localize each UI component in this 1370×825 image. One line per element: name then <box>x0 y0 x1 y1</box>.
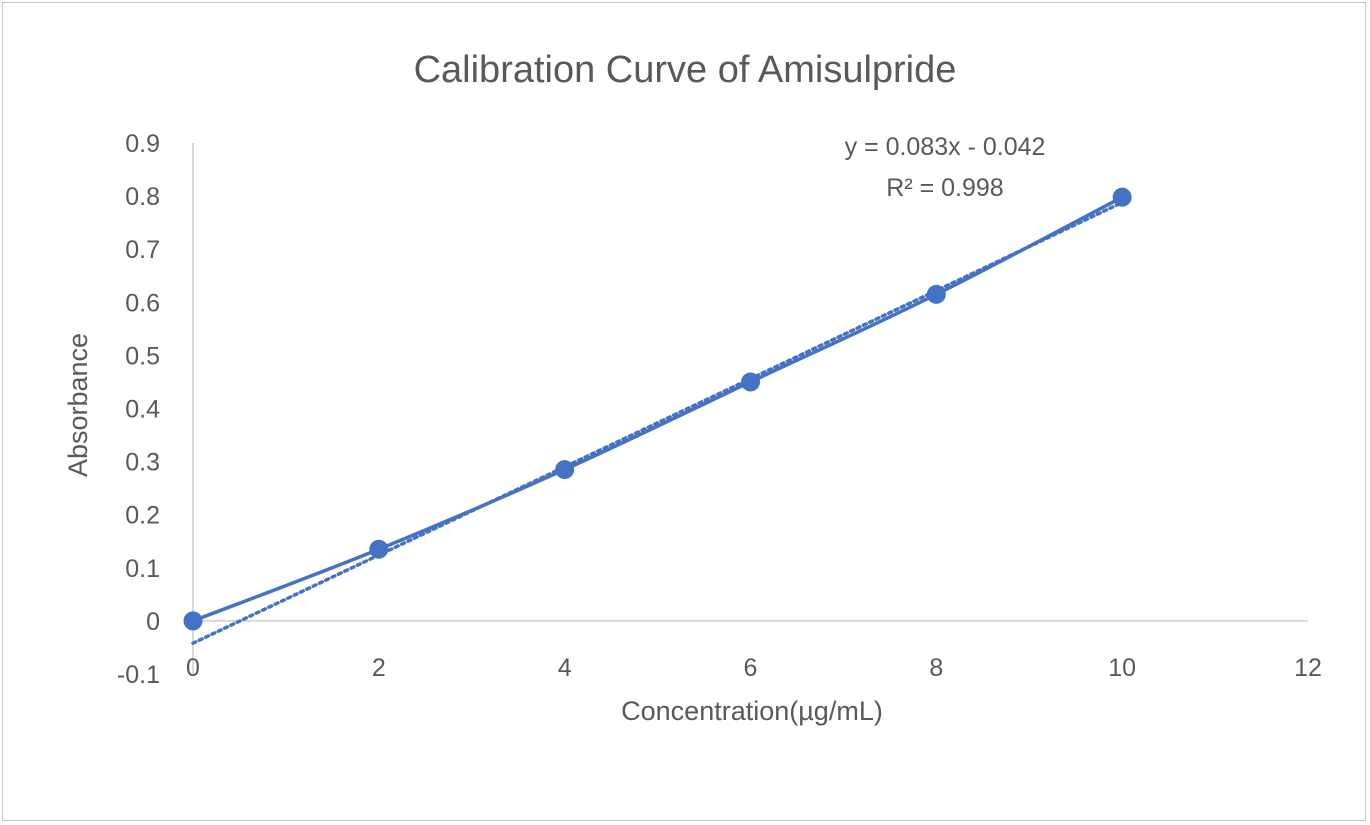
y-tick-label: 0.8 <box>125 183 160 211</box>
x-tick-label: 2 <box>372 654 386 682</box>
data-point <box>555 460 575 480</box>
y-tick-label: 0.7 <box>125 236 160 264</box>
data-series <box>183 187 1132 631</box>
data-point <box>926 284 946 304</box>
series-line <box>192 195 1123 623</box>
y-axis-title: Absorbance <box>63 333 93 477</box>
trendline-r-squared: R² = 0.998 <box>886 174 1003 202</box>
x-tick-label: 0 <box>186 654 200 682</box>
data-point <box>369 539 389 559</box>
x-tick-label: 8 <box>929 654 943 682</box>
x-tick-label: 4 <box>558 654 572 682</box>
axes: -0.1 0 0.1 0.2 0.3 0.4 0.5 0.6 0.7 0.8 0.9 0 2 4 6 8 10 1… <box>117 130 1322 689</box>
x-axis-title: Concentration(µg/mL) <box>621 696 883 726</box>
y-tick-label: 0.3 <box>125 449 160 477</box>
x-tick-label: 6 <box>744 654 758 682</box>
x-tick-label: 10 <box>1108 654 1136 682</box>
trendline <box>191 200 1124 645</box>
x-tick-label: 12 <box>1294 654 1322 682</box>
y-tick-label: 0.1 <box>125 555 160 583</box>
y-tick-label: 0.2 <box>125 502 160 530</box>
y-tick-label: 0.5 <box>125 342 160 370</box>
y-tick-label: 0.9 <box>125 130 160 158</box>
y-tick-label: 0.6 <box>125 289 160 317</box>
data-point <box>1112 187 1132 207</box>
data-point <box>741 372 760 392</box>
y-tick-label: -0.1 <box>117 661 160 689</box>
data-point <box>183 611 203 631</box>
y-tick-label: 0.4 <box>125 396 160 424</box>
chart-title: Calibration Curve of Amisulpride <box>414 49 957 91</box>
trendline-line <box>191 200 1124 645</box>
y-tick-label: 0 <box>146 608 160 636</box>
trendline-equation: y = 0.083x - 0.042 <box>845 133 1046 161</box>
